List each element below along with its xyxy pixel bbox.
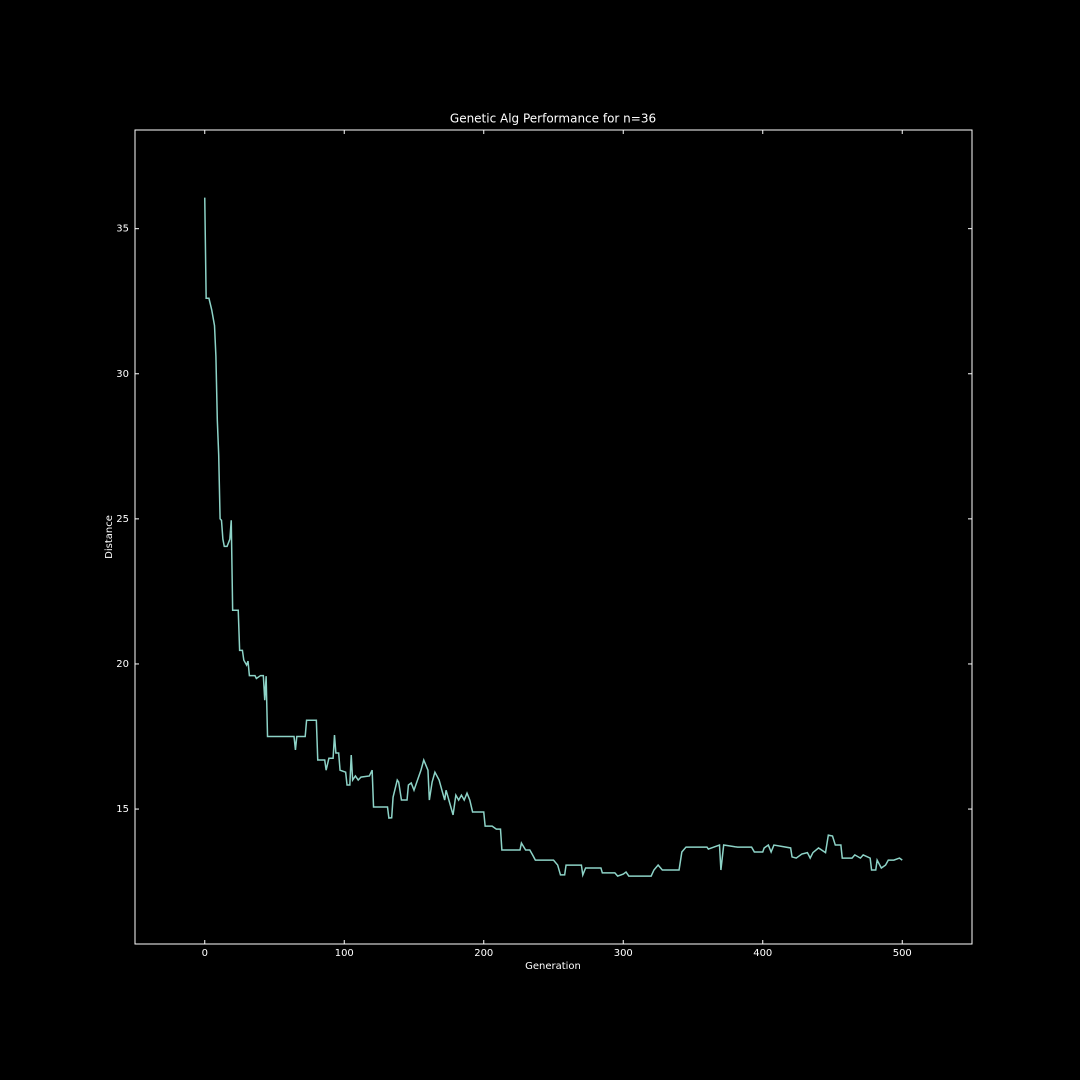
- x-tick-label: 0: [202, 948, 208, 959]
- y-tick-label: 30: [116, 369, 129, 380]
- x-tick-label: 400: [753, 948, 772, 959]
- y-tick-label: 20: [116, 659, 129, 670]
- x-tick-label: 300: [614, 948, 633, 959]
- y-tick-label: 35: [116, 224, 129, 235]
- data-line: [204, 197, 903, 878]
- x-axis-label: Generation: [525, 961, 581, 972]
- y-tick-label: 25: [116, 514, 129, 525]
- x-tick-label: 200: [474, 948, 493, 959]
- x-tick-label: 500: [893, 948, 912, 959]
- plot-frame: [134, 129, 973, 945]
- chart-title: Genetic Alg Performance for n=36: [450, 112, 656, 126]
- x-tick-label: 100: [335, 948, 354, 959]
- y-tick-label: 15: [116, 804, 129, 815]
- y-axis-label: Distance: [104, 515, 115, 559]
